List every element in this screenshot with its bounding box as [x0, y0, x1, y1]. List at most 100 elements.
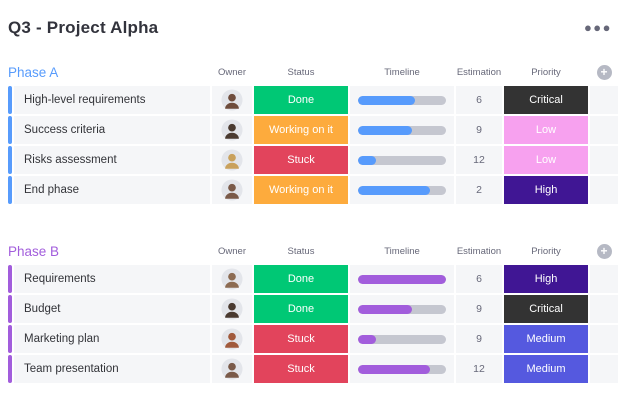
timeline-bar [358, 304, 446, 314]
task-name: End phase [24, 184, 79, 196]
priority-cell[interactable]: Medium [504, 325, 588, 353]
estimation-cell[interactable]: 9 [456, 325, 502, 353]
status-cell[interactable]: Working on it [254, 176, 348, 204]
status-cell[interactable]: Stuck [254, 355, 348, 383]
column-header-timeline[interactable]: Timeline [384, 67, 420, 78]
empty-cell [590, 116, 618, 144]
owner-cell[interactable] [212, 86, 252, 114]
task-name-cell[interactable]: Risks assessment [14, 146, 210, 174]
task-name-cell[interactable]: Requirements [14, 265, 210, 293]
status-cell[interactable]: Done [254, 86, 348, 114]
status-cell[interactable]: Done [254, 265, 348, 293]
estimation-cell[interactable]: 6 [456, 265, 502, 293]
add-column-button[interactable]: + [596, 65, 612, 80]
timeline-cell[interactable] [350, 325, 454, 353]
task-name-cell[interactable]: Success criteria [14, 116, 210, 144]
empty-cell [590, 176, 618, 204]
column-header-status[interactable]: Status [287, 67, 315, 78]
owner-cell[interactable] [212, 146, 252, 174]
column-header-priority[interactable]: Priority [531, 246, 561, 257]
owner-cell[interactable] [212, 116, 252, 144]
status-cell[interactable]: Stuck [254, 325, 348, 353]
group-phase-b: Phase B Owner Status Timeline Estimation… [8, 238, 618, 383]
priority-cell[interactable]: Medium [504, 355, 588, 383]
timeline-fill [358, 185, 431, 195]
more-options-icon[interactable]: ●●● [583, 20, 612, 35]
task-name: Team presentation [24, 363, 119, 375]
column-header-estimation[interactable]: Estimation [456, 67, 502, 78]
priority-cell[interactable]: Low [504, 116, 588, 144]
task-name-cell[interactable]: End phase [14, 176, 210, 204]
estimation-cell[interactable]: 12 [456, 355, 502, 383]
timeline-cell[interactable] [350, 265, 454, 293]
avatar [221, 328, 243, 350]
column-header-owner[interactable]: Owner [218, 67, 246, 78]
group-color-bar [8, 86, 12, 114]
priority-cell[interactable]: Critical [504, 86, 588, 114]
owner-cell[interactable] [212, 295, 252, 323]
timeline-cell[interactable] [350, 86, 454, 114]
group-color-bar [8, 116, 12, 144]
timeline-cell[interactable] [350, 176, 454, 204]
table-row: Budget Done 9 Critical [8, 295, 618, 323]
group-phase-a: Phase A Owner Status Timeline Estimation… [8, 59, 618, 204]
task-name-cell[interactable]: Budget [14, 295, 210, 323]
avatar [221, 119, 243, 141]
group-title[interactable]: Phase A [8, 65, 59, 80]
empty-cell [590, 146, 618, 174]
table-row: Team presentation Stuck 12 Medium [8, 355, 618, 383]
avatar [221, 298, 243, 320]
timeline-bar [358, 334, 446, 344]
table-row: End phase Working on it 2 High [8, 176, 618, 204]
add-column-button[interactable]: + [596, 244, 612, 259]
status-cell[interactable]: Stuck [254, 146, 348, 174]
timeline-cell[interactable] [350, 355, 454, 383]
estimation-cell[interactable]: 2 [456, 176, 502, 204]
estimation-cell[interactable]: 9 [456, 295, 502, 323]
group-title[interactable]: Phase B [8, 244, 60, 259]
estimation-cell[interactable]: 6 [456, 86, 502, 114]
task-name: Risks assessment [24, 154, 117, 166]
timeline-cell[interactable] [350, 116, 454, 144]
table-row: High-level requirements Done 6 Critical [8, 86, 618, 114]
status-cell[interactable]: Working on it [254, 116, 348, 144]
column-header-owner[interactable]: Owner [218, 246, 246, 257]
priority-cell[interactable]: Low [504, 146, 588, 174]
priority-cell[interactable]: High [504, 176, 588, 204]
column-header-status[interactable]: Status [287, 246, 315, 257]
timeline-cell[interactable] [350, 146, 454, 174]
owner-cell[interactable] [212, 325, 252, 353]
column-header-estimation[interactable]: Estimation [456, 246, 502, 257]
task-name: High-level requirements [24, 94, 146, 106]
estimation-cell[interactable]: 12 [456, 146, 502, 174]
owner-cell[interactable] [212, 265, 252, 293]
empty-cell [590, 355, 618, 383]
timeline-fill [358, 364, 431, 374]
column-header-timeline[interactable]: Timeline [384, 246, 420, 257]
board-title: Q3 - Project Alpha [8, 18, 159, 37]
timeline-cell[interactable] [350, 295, 454, 323]
estimation-cell[interactable]: 9 [456, 116, 502, 144]
timeline-bar [358, 125, 446, 135]
task-name-cell[interactable]: Team presentation [14, 355, 210, 383]
group-color-bar [8, 325, 12, 353]
empty-cell [590, 265, 618, 293]
timeline-fill [358, 155, 377, 165]
group-color-bar [8, 146, 12, 174]
status-cell[interactable]: Done [254, 295, 348, 323]
board-header: Q3 - Project Alpha ●●● [8, 13, 618, 43]
timeline-fill [358, 304, 412, 314]
task-name-cell[interactable]: Marketing plan [14, 325, 210, 353]
owner-cell[interactable] [212, 176, 252, 204]
table-row: Risks assessment Stuck 12 Low [8, 146, 618, 174]
table-row: Marketing plan Stuck 9 Medium [8, 325, 618, 353]
priority-cell[interactable]: Critical [504, 295, 588, 323]
owner-cell[interactable] [212, 355, 252, 383]
priority-cell[interactable]: High [504, 265, 588, 293]
empty-cell [590, 295, 618, 323]
column-header-priority[interactable]: Priority [531, 67, 561, 78]
task-name: Marketing plan [24, 333, 100, 345]
timeline-bar [358, 185, 446, 195]
task-name-cell[interactable]: High-level requirements [14, 86, 210, 114]
task-name: Success criteria [24, 124, 106, 136]
